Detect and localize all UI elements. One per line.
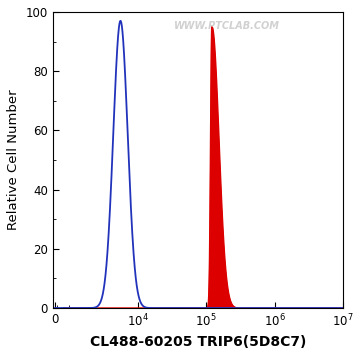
Y-axis label: Relative Cell Number: Relative Cell Number <box>7 90 20 230</box>
Text: WWW.PTCLAB.COM: WWW.PTCLAB.COM <box>174 21 280 31</box>
X-axis label: CL488-60205 TRIP6(5D8C7): CL488-60205 TRIP6(5D8C7) <box>90 335 306 349</box>
